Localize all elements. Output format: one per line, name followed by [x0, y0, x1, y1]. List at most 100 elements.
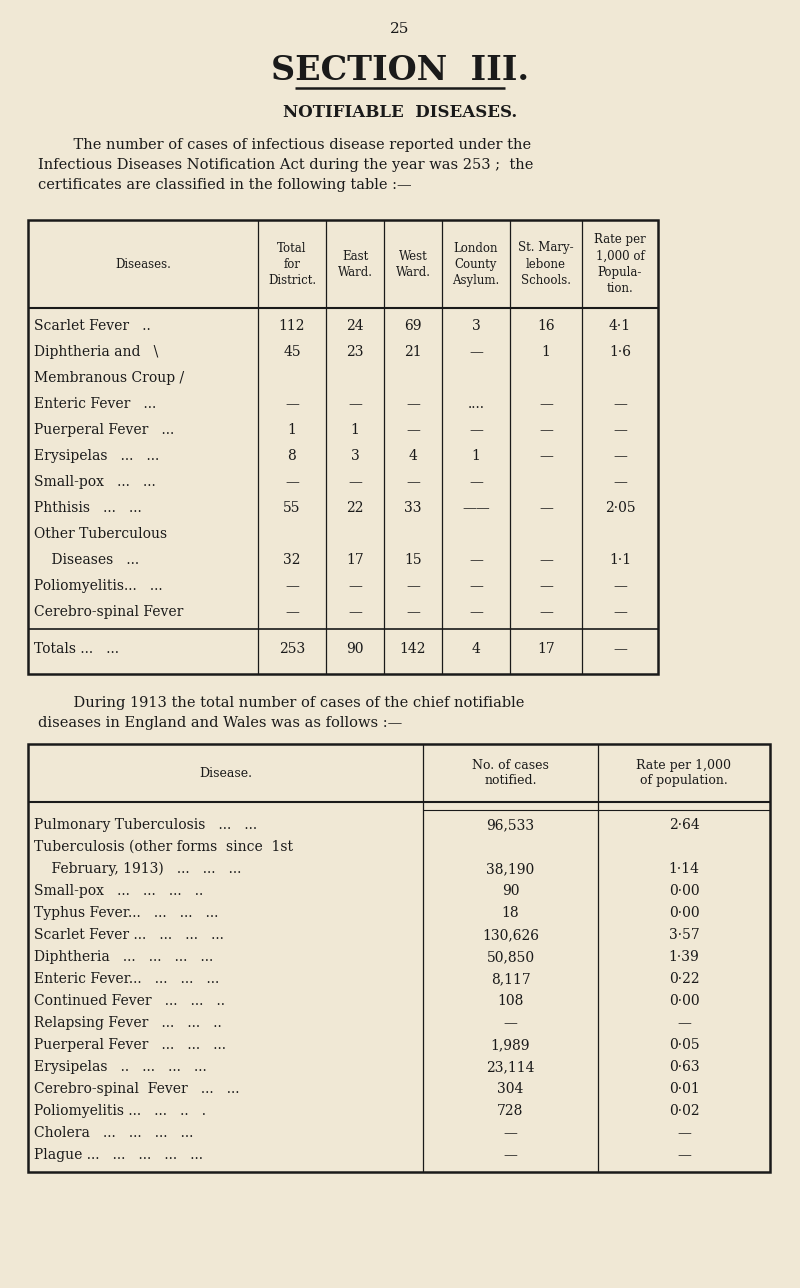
Text: 3: 3 [472, 319, 480, 334]
Text: —: — [539, 580, 553, 592]
Text: —: — [285, 580, 299, 592]
Text: —: — [285, 475, 299, 489]
Text: 304: 304 [498, 1082, 524, 1096]
Text: Cerebro-spinal Fever: Cerebro-spinal Fever [34, 605, 183, 620]
Text: Relapsing Fever   ...   ...   ..: Relapsing Fever ... ... .. [34, 1016, 222, 1030]
Text: —: — [613, 475, 627, 489]
Text: 0·00: 0·00 [669, 884, 699, 898]
Text: 8,117: 8,117 [490, 972, 530, 987]
Text: 3·57: 3·57 [669, 927, 699, 942]
Text: Cholera   ...   ...   ...   ...: Cholera ... ... ... ... [34, 1126, 194, 1140]
Text: 1: 1 [287, 422, 297, 437]
Text: 24: 24 [346, 319, 364, 334]
Text: Rate per
1,000 of
Popula-
tion.: Rate per 1,000 of Popula- tion. [594, 233, 646, 295]
Text: 728: 728 [498, 1104, 524, 1118]
Text: Enteric Fever   ...: Enteric Fever ... [34, 397, 156, 411]
Text: Cerebro-spinal  Fever   ...   ...: Cerebro-spinal Fever ... ... [34, 1082, 239, 1096]
Text: Diseases.: Diseases. [115, 258, 171, 270]
Text: —: — [348, 475, 362, 489]
Text: 4·1: 4·1 [609, 319, 631, 334]
Text: —: — [469, 553, 483, 567]
Text: —: — [469, 580, 483, 592]
Text: —: — [348, 397, 362, 411]
Text: —: — [539, 397, 553, 411]
Text: —: — [539, 422, 553, 437]
Text: 55: 55 [283, 501, 301, 515]
Text: Small-pox   ...   ...   ...   ..: Small-pox ... ... ... .. [34, 884, 203, 898]
Text: —: — [406, 580, 420, 592]
Text: Scarlet Fever   ..: Scarlet Fever .. [34, 319, 150, 334]
Text: —: — [469, 422, 483, 437]
Text: —: — [503, 1148, 518, 1162]
Text: —: — [348, 605, 362, 620]
Text: —: — [503, 1126, 518, 1140]
Text: 142: 142 [400, 641, 426, 656]
Text: 1,989: 1,989 [490, 1038, 530, 1052]
Text: Typhus Fever...   ...   ...   ...: Typhus Fever... ... ... ... [34, 905, 218, 920]
Text: —: — [406, 605, 420, 620]
Text: The number of cases of infectious disease reported under the: The number of cases of infectious diseas… [55, 138, 531, 152]
Text: February, 1913)   ...   ...   ...: February, 1913) ... ... ... [34, 862, 242, 876]
Text: West
Ward.: West Ward. [395, 250, 430, 278]
Text: 50,850: 50,850 [486, 951, 534, 963]
Text: 18: 18 [502, 905, 519, 920]
Text: ——: —— [462, 501, 490, 515]
Text: 90: 90 [502, 884, 519, 898]
Text: 0·05: 0·05 [669, 1038, 699, 1052]
Text: 3: 3 [350, 450, 359, 462]
Text: —: — [539, 501, 553, 515]
Text: —: — [348, 580, 362, 592]
Text: 25: 25 [390, 22, 410, 36]
Text: Diphtheria   ...   ...   ...   ...: Diphtheria ... ... ... ... [34, 951, 214, 963]
Text: 0·00: 0·00 [669, 905, 699, 920]
Text: 0·02: 0·02 [669, 1104, 699, 1118]
Text: —: — [613, 397, 627, 411]
Text: 90: 90 [346, 641, 364, 656]
Text: —: — [677, 1148, 691, 1162]
Text: Total
for
District.: Total for District. [268, 242, 316, 286]
Text: 2·05: 2·05 [605, 501, 635, 515]
Bar [28, 744, 770, 1172]
Text: —: — [539, 553, 553, 567]
Text: 1: 1 [350, 422, 359, 437]
Text: 69: 69 [404, 319, 422, 334]
Text: Phthisis   ...   ...: Phthisis ... ... [34, 501, 142, 515]
Text: 253: 253 [279, 641, 305, 656]
Text: Rate per 1,​000
of population.: Rate per 1,​000 of population. [637, 759, 731, 787]
Text: 16: 16 [537, 319, 555, 334]
Text: 8: 8 [288, 450, 296, 462]
Text: Totals ...   ...: Totals ... ... [34, 641, 119, 656]
Text: 0·01: 0·01 [669, 1082, 699, 1096]
Text: 17: 17 [537, 641, 555, 656]
Text: —: — [469, 475, 483, 489]
Text: East
Ward.: East Ward. [338, 250, 373, 278]
Text: Plague ...   ...   ...   ...   ...: Plague ... ... ... ... ... [34, 1148, 203, 1162]
Text: 4: 4 [409, 450, 418, 462]
Text: Pulmonary Tuberculosis   ...   ...: Pulmonary Tuberculosis ... ... [34, 818, 257, 832]
Text: certificates are classified in the following table :—: certificates are classified in the follo… [38, 178, 412, 192]
Bar [28, 220, 658, 674]
Text: ....: .... [467, 397, 485, 411]
Text: Erysipelas   ..   ...   ...   ...: Erysipelas .. ... ... ... [34, 1060, 206, 1074]
Text: 1·39: 1·39 [669, 951, 699, 963]
Text: Membranous Croup /: Membranous Croup / [34, 371, 184, 385]
Text: 23: 23 [346, 345, 364, 359]
Text: 1·1: 1·1 [609, 553, 631, 567]
Text: 112: 112 [278, 319, 306, 334]
Text: Puerperal Fever   ...   ...   ...: Puerperal Fever ... ... ... [34, 1038, 226, 1052]
Text: 23,114: 23,114 [486, 1060, 534, 1074]
Text: —: — [406, 422, 420, 437]
Text: —: — [539, 605, 553, 620]
Text: Poliomyelitis ...   ...   ..   .: Poliomyelitis ... ... .. . [34, 1104, 206, 1118]
Text: 4: 4 [471, 641, 481, 656]
Text: —: — [285, 605, 299, 620]
Text: Erysipelas   ...   ...: Erysipelas ... ... [34, 450, 159, 462]
Text: —: — [613, 641, 627, 656]
Text: Puerperal Fever   ...: Puerperal Fever ... [34, 422, 174, 437]
Text: 2·64: 2·64 [669, 818, 699, 832]
Text: 1: 1 [471, 450, 481, 462]
Text: Other Tuberculous: Other Tuberculous [34, 527, 167, 541]
Text: 38,190: 38,190 [486, 862, 534, 876]
Text: —: — [539, 450, 553, 462]
Text: —: — [677, 1126, 691, 1140]
